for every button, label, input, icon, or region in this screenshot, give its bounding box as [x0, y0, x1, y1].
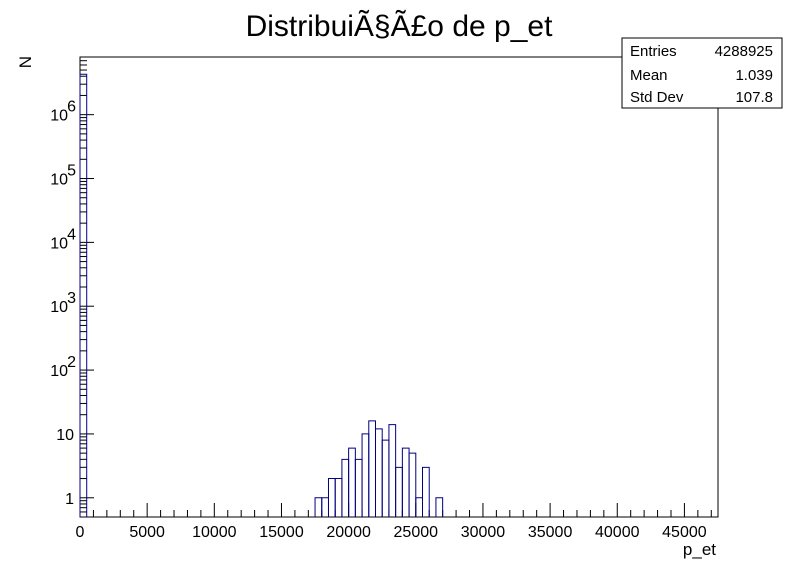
chart-title: DistribuiÃ§Ã£o de p_et	[246, 9, 554, 43]
stats-stddev-value: 107.8	[735, 89, 773, 106]
stats-box: Entries 4288925 Mean 1.039 Std Dev 107.8	[621, 37, 783, 109]
histogram-bin	[348, 447, 356, 517]
histogram-bin	[381, 439, 390, 517]
histogram-bin	[354, 458, 363, 517]
histogram-bin	[408, 452, 417, 517]
y-tick-label: 10	[50, 235, 68, 252]
plot-frame	[79, 56, 719, 518]
y-tick-exponent: 5	[67, 163, 76, 180]
y-tick-exponent: 6	[67, 99, 76, 116]
x-tick-label: 0	[76, 524, 85, 541]
histogram-bin	[327, 478, 336, 517]
histogram-bin	[374, 428, 383, 517]
y-tick-label: 10	[50, 299, 68, 316]
x-tick-label: 40000	[595, 524, 640, 541]
histogram-bins	[79, 73, 444, 517]
y-tick-label: 10	[56, 427, 74, 444]
histogram-bin	[435, 497, 444, 517]
y-tick-exponent: 3	[67, 290, 76, 307]
histogram-bin	[334, 478, 343, 517]
x-tick-label: 45000	[662, 524, 707, 541]
histogram-bin	[401, 447, 410, 517]
stats-entries-label: Entries	[630, 43, 677, 60]
x-tick-label: 5000	[129, 524, 165, 541]
y-tick-label: 10	[50, 108, 68, 125]
x-tick-label: 20000	[326, 524, 371, 541]
x-axis-label: p_et	[683, 540, 716, 559]
x-tick-label: 35000	[528, 524, 573, 541]
histogram-bin	[395, 466, 403, 517]
histogram-bin	[79, 73, 88, 517]
stats-stddev-label: Std Dev	[630, 89, 684, 106]
stats-mean-label: Mean	[630, 67, 668, 84]
x-tick-label: 15000	[259, 524, 304, 541]
y-axis-label: N	[16, 56, 35, 68]
stats-mean-value: 1.039	[735, 67, 773, 84]
histogram-bin	[361, 433, 370, 517]
y-tick-label: 10	[50, 363, 68, 380]
plot-frame-group	[79, 56, 719, 518]
histogram-bin	[321, 497, 329, 517]
y-tick-exponent: 4	[67, 226, 76, 243]
y-tick-label: 1	[65, 491, 74, 508]
x-tick-label: 30000	[461, 524, 506, 541]
histogram-bin	[388, 424, 397, 517]
histogram-bin	[422, 466, 430, 517]
y-tick-label: 10	[50, 172, 68, 189]
y-tick-exponent: 2	[67, 354, 76, 371]
histogram-bin	[341, 458, 350, 517]
histogram-bin	[415, 497, 424, 517]
x-tick-label: 25000	[394, 524, 439, 541]
x-axis-ticks: 0 5000 10000 15000 20000 25000 30000 35000 40000…	[76, 503, 712, 541]
stats-box-frame	[621, 37, 783, 109]
stats-entries-value: 4288925	[715, 43, 773, 60]
x-tick-label: 10000	[192, 524, 237, 541]
histogram-bin	[368, 420, 376, 517]
histogram-bin	[314, 497, 323, 517]
